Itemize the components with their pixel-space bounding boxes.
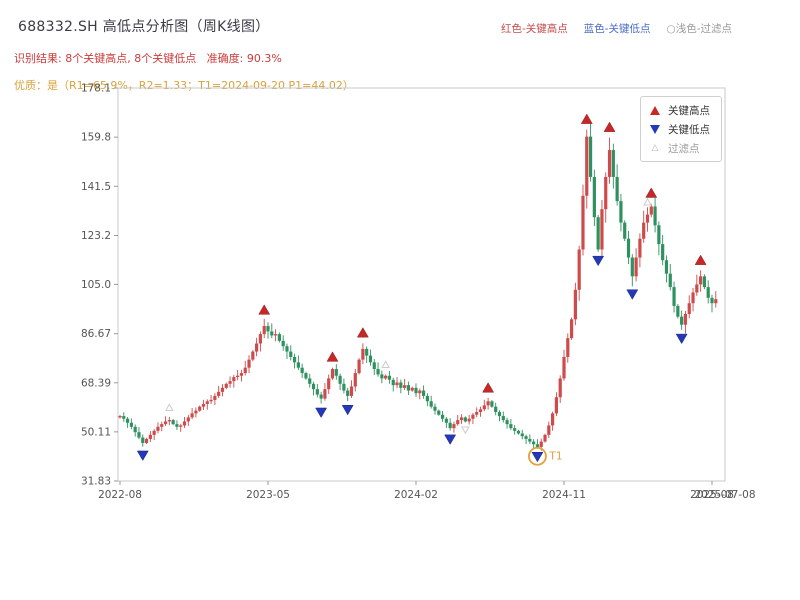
svg-text:178.1: 178.1 (81, 83, 111, 95)
top-legend-row: 红色-关键高点 蓝色-关键低点 ○浅色-过滤点 (501, 21, 732, 36)
svg-text:86.67: 86.67 (81, 328, 111, 340)
chart-legend-box: 关键高点 关键低点 △ 过滤点 (640, 96, 722, 162)
key-low-triangle-icon (650, 124, 660, 134)
svg-text:2023-05: 2023-05 (246, 489, 290, 501)
svg-text:159.8: 159.8 (81, 132, 111, 144)
svg-text:105.0: 105.0 (81, 279, 111, 291)
svg-text:68.39: 68.39 (81, 377, 111, 389)
svg-text:141.5: 141.5 (81, 181, 111, 193)
svg-text:2025-08: 2025-08 (690, 489, 734, 501)
recognition-result-text: 识别结果: 8个关键高点, 8个关键低点 准确度: 90.3% (14, 52, 282, 65)
legend-filter-label: ○浅色-过滤点 (666, 23, 732, 35)
svg-text:123.2: 123.2 (81, 230, 111, 242)
svg-text:T1: T1 (548, 451, 562, 463)
svg-text:2024-02: 2024-02 (394, 489, 438, 501)
legend-item-label: 关键低点 (668, 123, 710, 136)
key-high-triangle-icon (650, 105, 660, 115)
svg-text:31.83: 31.83 (81, 476, 111, 488)
quality-result-text: 优质：是（R1=65.9%，R2=1.33；T1=2024-09-20 P1=4… (14, 79, 354, 92)
legend-item-label: 关键高点 (668, 104, 710, 117)
svg-text:50.11: 50.11 (81, 426, 111, 438)
legend-item-key-low: 关键低点 (650, 123, 712, 136)
legend-item-key-high: 关键高点 (650, 104, 712, 117)
svg-text:2024-11: 2024-11 (542, 489, 586, 501)
legend-item-label: 过滤点 (668, 142, 700, 155)
filter-triangle-icon: △ (651, 143, 659, 153)
legend-key-high-label: 红色-关键高点 (500, 23, 568, 35)
svg-text:2022-08: 2022-08 (98, 489, 142, 501)
legend-item-filter: △ 过滤点 (650, 142, 712, 155)
legend-key-low-label: 蓝色-关键低点 (583, 23, 651, 35)
svg-text:2025-07-08: 2025-07-08 (694, 489, 755, 501)
chart-title: 688332.SH 高低点分析图（周K线图） (18, 19, 270, 35)
